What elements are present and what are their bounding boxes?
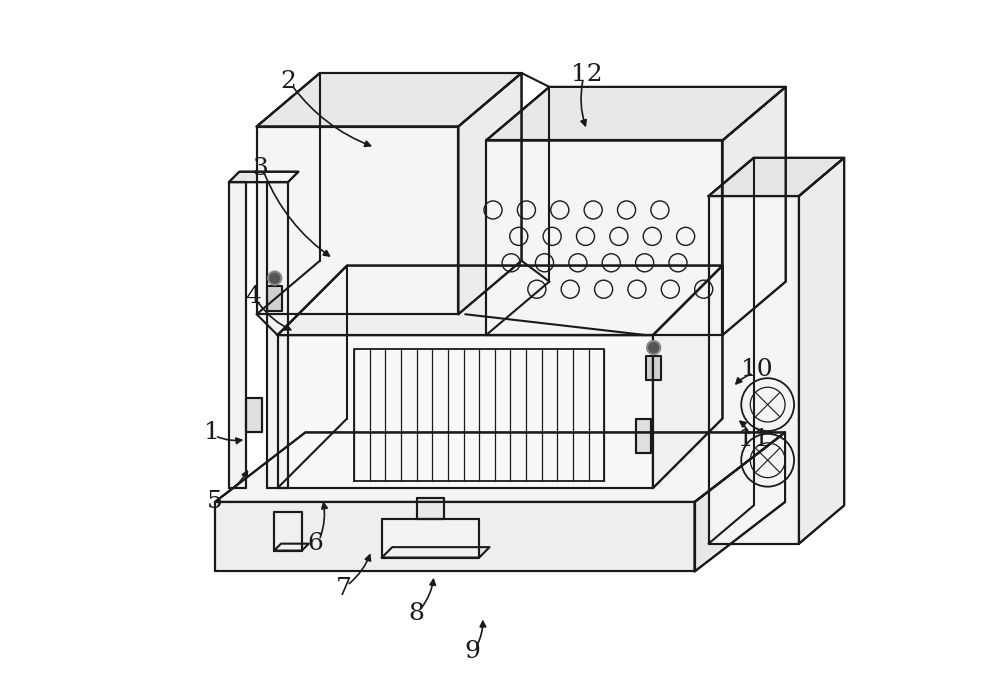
Circle shape: [270, 273, 280, 283]
Text: 11: 11: [738, 428, 770, 451]
Polygon shape: [486, 87, 786, 140]
Polygon shape: [382, 547, 490, 558]
Text: 10: 10: [741, 358, 773, 381]
Polygon shape: [646, 356, 661, 380]
Text: 6: 6: [308, 532, 324, 555]
Polygon shape: [246, 398, 262, 433]
Polygon shape: [486, 140, 722, 335]
Polygon shape: [722, 87, 786, 335]
Polygon shape: [274, 544, 309, 551]
Polygon shape: [709, 158, 844, 196]
Polygon shape: [709, 196, 799, 544]
Text: 7: 7: [336, 577, 352, 600]
Text: 8: 8: [409, 602, 425, 625]
Polygon shape: [215, 433, 785, 502]
Text: 3: 3: [252, 157, 268, 180]
Circle shape: [268, 271, 282, 285]
Polygon shape: [278, 265, 722, 335]
Text: 1: 1: [204, 421, 219, 444]
Polygon shape: [458, 73, 522, 314]
Polygon shape: [636, 419, 651, 453]
Text: 12: 12: [571, 63, 603, 86]
Polygon shape: [274, 512, 302, 551]
Polygon shape: [257, 73, 522, 126]
Polygon shape: [417, 498, 444, 519]
Text: 5: 5: [207, 491, 223, 514]
Polygon shape: [267, 182, 288, 488]
Text: 9: 9: [464, 640, 480, 663]
Polygon shape: [229, 172, 298, 182]
Polygon shape: [695, 433, 785, 572]
Polygon shape: [382, 519, 479, 558]
Polygon shape: [653, 265, 722, 488]
Polygon shape: [257, 126, 458, 314]
Polygon shape: [215, 502, 695, 572]
Polygon shape: [278, 335, 653, 488]
Circle shape: [649, 343, 659, 352]
Text: 4: 4: [245, 285, 261, 309]
Polygon shape: [267, 286, 282, 311]
Polygon shape: [229, 182, 246, 488]
Polygon shape: [799, 158, 844, 544]
Text: 2: 2: [280, 70, 296, 93]
Circle shape: [647, 341, 661, 355]
